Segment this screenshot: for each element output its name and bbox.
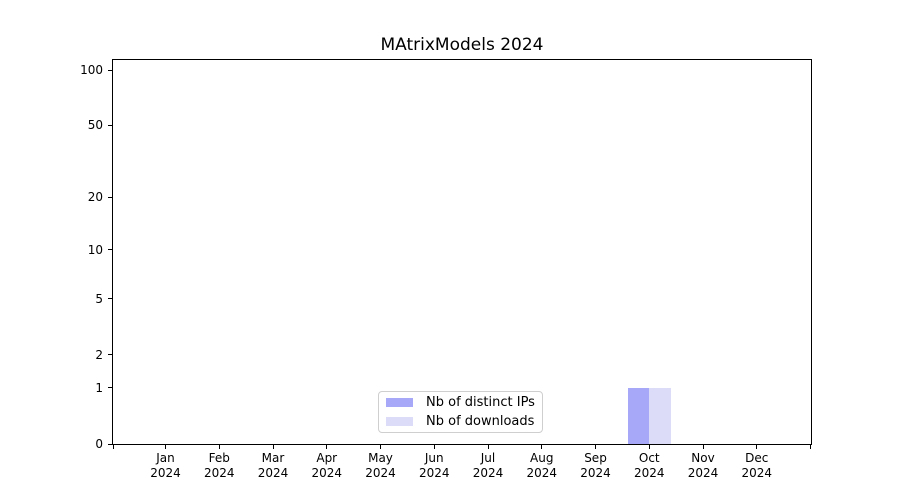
- y-tick-label: 5: [95, 291, 103, 306]
- y-tick-mark: [108, 387, 113, 389]
- x-tick-label: Dec 2024: [729, 451, 785, 481]
- y-tick-mark: [108, 69, 113, 71]
- x-tick-mark: [702, 445, 704, 449]
- legend-swatch-distinct-ips: [386, 398, 413, 407]
- x-tick-month: Jan: [156, 451, 175, 465]
- x-tick-year: 2024: [150, 466, 181, 480]
- x-tick-mark: [756, 445, 758, 449]
- x-tick-mark: [380, 445, 381, 449]
- y-tick-label: 2: [95, 347, 103, 362]
- y-tick-label: 10: [87, 242, 103, 257]
- legend-label-distinct-ips: Nb of distinct IPs: [426, 395, 535, 410]
- x-tick-label: Oct 2024: [621, 451, 677, 481]
- x-tick-month: Sep: [584, 451, 607, 465]
- y-tick-label: 20: [87, 190, 103, 205]
- y-tick-label: 0: [95, 437, 103, 451]
- plot-area: [112, 59, 812, 445]
- x-tick-mark: [326, 445, 328, 449]
- y-tick-mark: [108, 354, 113, 356]
- x-tick-mark: [433, 445, 435, 449]
- legend: Nb of distinct IPs Nb of downloads: [378, 391, 543, 433]
- chart-title: MAtrixModels 2024: [380, 35, 544, 55]
- x-tick-label: Apr 2024: [299, 451, 355, 481]
- y-tick-mark: [108, 249, 113, 251]
- x-tick-label: Feb 2024: [191, 451, 247, 481]
- x-tick-mark-edge: [112, 445, 114, 449]
- x-tick-mark: [595, 445, 596, 449]
- x-tick-month: Apr: [316, 451, 338, 465]
- x-tick-month: Jun: [424, 451, 444, 465]
- x-tick-month: Mar: [261, 451, 285, 465]
- x-tick-label: Aug 2024: [514, 451, 570, 481]
- x-tick-label: Sep 2024: [568, 451, 624, 481]
- x-tick-year: 2024: [311, 466, 343, 480]
- x-tick-label: Jul 2024: [460, 451, 516, 481]
- y-tick-mark: [108, 298, 113, 300]
- x-tick-month: May: [368, 451, 393, 465]
- x-tick-month: Nov: [691, 451, 715, 465]
- y-tick-label: 100: [80, 63, 103, 77]
- x-tick-year: 2024: [526, 466, 558, 480]
- legend-item-downloads: Nb of downloads: [386, 414, 542, 430]
- x-tick-month: Feb: [208, 451, 230, 465]
- x-tick-month: Jul: [480, 451, 496, 465]
- y-tick-mark: [108, 124, 113, 126]
- x-tick-mark: [218, 445, 220, 449]
- x-tick-mark: [165, 445, 166, 449]
- x-tick-year: 2024: [633, 466, 665, 480]
- x-tick-mark: [272, 445, 274, 449]
- x-tick-year: 2024: [472, 466, 504, 480]
- x-tick-mark: [648, 445, 650, 449]
- y-tick-mark: [108, 196, 113, 198]
- bar-nb-of-downloads: [649, 387, 671, 444]
- y-tick-mark: [108, 443, 113, 445]
- x-tick-year: 2024: [257, 466, 289, 480]
- x-tick-label: Nov 2024: [675, 451, 731, 481]
- x-tick-year: 2024: [203, 466, 235, 480]
- x-tick-label: Mar 2024: [245, 451, 301, 481]
- x-tick-year: 2024: [580, 466, 611, 480]
- x-tick-month: Oct: [638, 451, 660, 465]
- legend-item-distinct-ips: Nb of distinct IPs: [386, 395, 542, 411]
- x-tick-mark: [541, 445, 543, 449]
- x-tick-label: May 2024: [353, 451, 409, 481]
- bar-nb-of-distinct-ips: [627, 387, 650, 444]
- x-tick-year: 2024: [687, 466, 719, 480]
- x-tick-label: Jun 2024: [406, 451, 462, 481]
- y-tick-label: 1: [95, 380, 103, 395]
- legend-label-downloads: Nb of downloads: [426, 414, 535, 429]
- x-tick-mark-edge: [809, 445, 811, 449]
- y-tick-label: 50: [87, 118, 103, 133]
- x-tick-year: 2024: [418, 466, 450, 480]
- x-tick-label: Jan 2024: [138, 451, 194, 481]
- legend-swatch-downloads: [386, 417, 413, 426]
- x-tick-mark: [487, 445, 489, 449]
- x-tick-month: Dec: [745, 451, 769, 465]
- x-tick-year: 2024: [741, 466, 773, 480]
- x-tick-month: Aug: [530, 451, 554, 465]
- x-tick-year: 2024: [365, 466, 396, 480]
